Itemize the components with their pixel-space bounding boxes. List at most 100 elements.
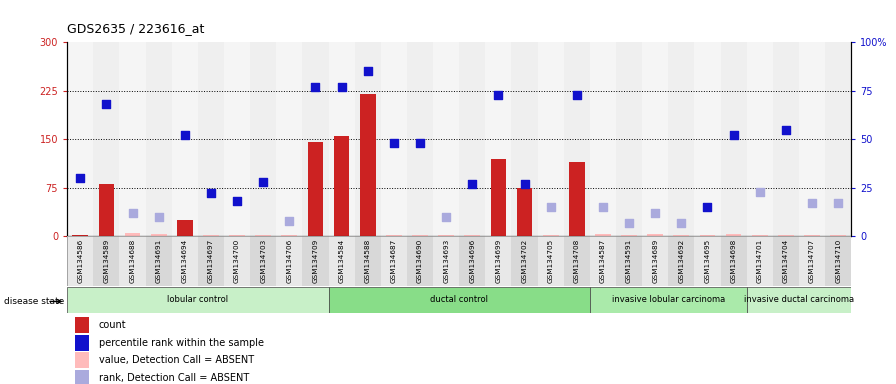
Bar — [145, 236, 172, 286]
Bar — [486, 236, 512, 286]
Point — [177, 132, 192, 138]
Text: GSM134687: GSM134687 — [391, 239, 397, 283]
Text: GSM134695: GSM134695 — [704, 239, 711, 283]
Text: GSM134705: GSM134705 — [547, 239, 554, 283]
Bar — [145, 42, 172, 236]
Bar — [642, 42, 668, 236]
Bar — [250, 42, 276, 236]
Bar — [590, 42, 616, 236]
Text: GSM134588: GSM134588 — [365, 239, 371, 283]
Bar — [67, 287, 329, 313]
Point — [544, 204, 558, 210]
Bar — [486, 42, 512, 236]
Bar — [512, 42, 538, 236]
Bar — [616, 42, 642, 236]
Text: GDS2635 / 223616_at: GDS2635 / 223616_at — [67, 22, 204, 35]
Point — [203, 190, 218, 197]
Text: GSM134696: GSM134696 — [470, 239, 475, 283]
Bar — [381, 42, 407, 236]
Bar — [569, 162, 585, 236]
Text: GSM134701: GSM134701 — [757, 239, 762, 283]
Bar — [255, 235, 271, 236]
Bar — [75, 335, 89, 351]
Point — [439, 214, 453, 220]
Bar — [590, 236, 616, 286]
Text: GSM134694: GSM134694 — [182, 239, 188, 283]
Bar — [250, 236, 276, 286]
Bar — [564, 42, 590, 236]
Point — [465, 181, 479, 187]
Bar — [281, 235, 297, 236]
Text: GSM134704: GSM134704 — [783, 239, 788, 283]
Text: GSM134586: GSM134586 — [77, 239, 83, 283]
Bar — [831, 235, 846, 236]
Bar — [355, 236, 381, 286]
Bar — [694, 42, 720, 236]
Bar — [75, 370, 89, 384]
Point — [334, 84, 349, 90]
Bar — [198, 42, 224, 236]
Text: GSM134700: GSM134700 — [234, 239, 240, 283]
Point — [73, 175, 88, 181]
Bar — [355, 42, 381, 236]
Bar — [616, 236, 642, 286]
Bar — [93, 42, 119, 236]
Bar — [93, 236, 119, 286]
Text: GSM134584: GSM134584 — [339, 239, 345, 283]
Bar — [825, 42, 851, 236]
Text: GSM134698: GSM134698 — [730, 239, 737, 283]
Point — [622, 220, 636, 226]
Point — [151, 214, 166, 220]
Bar — [668, 236, 694, 286]
Bar — [177, 220, 193, 236]
Bar — [381, 236, 407, 286]
Bar — [407, 42, 433, 236]
Text: GSM134693: GSM134693 — [444, 239, 449, 283]
Point — [308, 84, 323, 90]
Text: GSM134591: GSM134591 — [626, 239, 632, 283]
Bar — [119, 236, 145, 286]
Bar — [386, 235, 401, 236]
Bar — [172, 42, 198, 236]
Bar — [772, 236, 799, 286]
Point — [230, 198, 245, 204]
Point — [805, 200, 819, 206]
Bar — [224, 42, 250, 236]
Text: count: count — [99, 320, 126, 330]
Point — [648, 210, 662, 216]
Point — [831, 200, 845, 206]
Text: GSM134692: GSM134692 — [678, 239, 685, 283]
Point — [570, 91, 584, 98]
Bar — [224, 236, 250, 286]
Point — [753, 189, 767, 195]
Text: GSM134587: GSM134587 — [600, 239, 606, 283]
Bar — [333, 136, 349, 236]
Point — [282, 218, 297, 224]
Bar — [276, 42, 302, 236]
Bar — [517, 188, 532, 236]
Bar — [99, 184, 115, 236]
Bar — [726, 234, 742, 236]
Point — [727, 132, 741, 138]
Text: invasive lobular carcinoma: invasive lobular carcinoma — [612, 295, 725, 305]
Bar — [543, 235, 558, 236]
Point — [491, 91, 505, 98]
Bar — [459, 236, 486, 286]
Bar — [621, 235, 637, 236]
Text: disease state: disease state — [4, 297, 65, 306]
Bar — [329, 287, 590, 313]
Bar — [668, 42, 694, 236]
Bar — [75, 352, 89, 367]
Bar — [642, 236, 668, 286]
Bar — [329, 236, 355, 286]
Bar — [694, 236, 720, 286]
Bar — [198, 236, 224, 286]
Bar — [805, 235, 820, 236]
Text: GSM134708: GSM134708 — [573, 239, 580, 283]
Bar — [407, 236, 433, 286]
Bar — [412, 235, 427, 236]
Point — [413, 140, 427, 146]
Bar — [746, 42, 772, 236]
Bar — [799, 236, 825, 286]
Bar — [720, 236, 746, 286]
